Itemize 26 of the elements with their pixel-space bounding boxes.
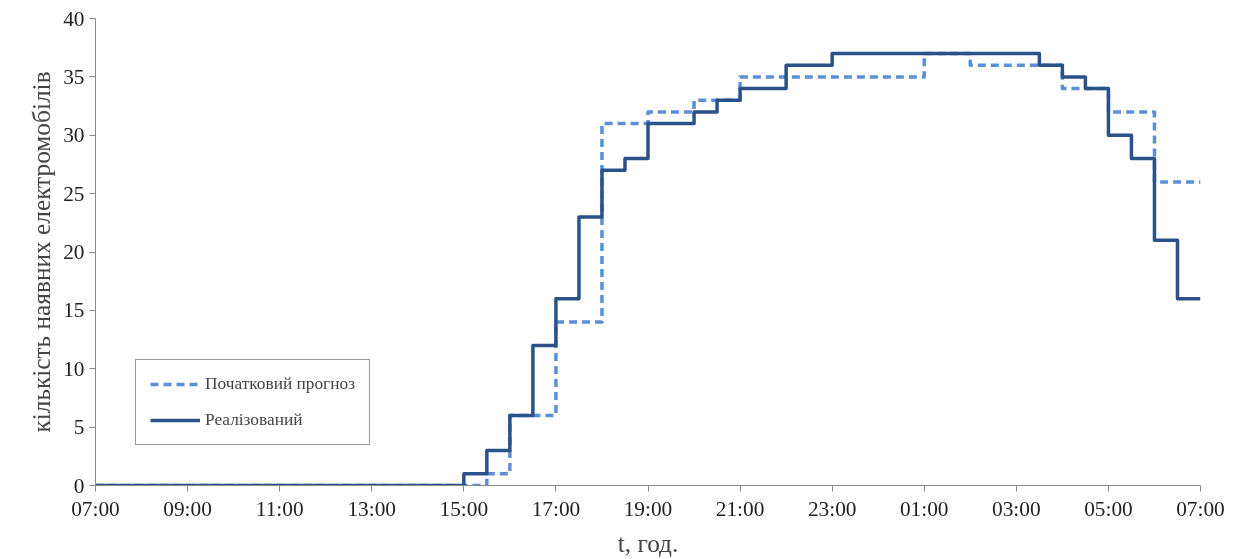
x-tick-label: 03:00 [992, 496, 1041, 521]
x-tick-label: 15:00 [439, 496, 489, 521]
y-tick-label: 0 [73, 473, 85, 498]
x-tick-label: 17:00 [531, 496, 581, 521]
x-tick-label: 07:00 [1176, 496, 1225, 521]
legend-label: Реалізований [205, 410, 303, 430]
y-tick-label: 10 [63, 356, 85, 381]
legend-label: Початковий прогноз [205, 374, 356, 394]
x-tick-label: 01:00 [899, 496, 949, 521]
x-tick-label: 23:00 [807, 496, 857, 521]
x-tick-label: 19:00 [623, 496, 673, 521]
x-axis-title: t, год. [617, 528, 679, 557]
y-tick-label: 15 [63, 298, 85, 323]
x-tick-label: 07:00 [71, 496, 120, 521]
y-tick-label: 35 [63, 64, 85, 89]
y-tick-label: 20 [63, 240, 85, 264]
x-tick-label: 11:00 [255, 496, 304, 521]
y-tick-label: 40 [63, 6, 85, 31]
x-tick-label: 13:00 [347, 496, 397, 521]
x-tick-label: 05:00 [1084, 496, 1133, 521]
y-tick-label: 30 [63, 123, 85, 148]
x-tick-label: 21:00 [715, 496, 765, 521]
y-tick-label: 5 [73, 415, 85, 440]
y-axis-title: кількість наявних електромобілів [27, 71, 56, 433]
x-tick-label: 09:00 [163, 496, 212, 521]
y-tick-label: 25 [63, 181, 85, 206]
